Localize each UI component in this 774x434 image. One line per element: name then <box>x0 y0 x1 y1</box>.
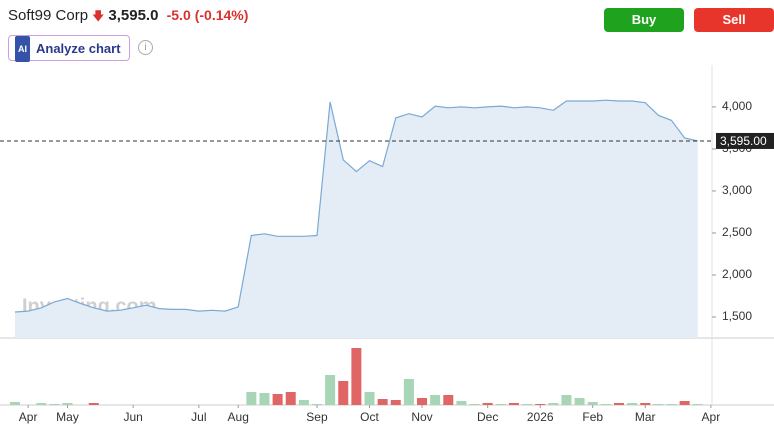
volume-bar <box>522 404 533 405</box>
volume-bar <box>285 392 296 405</box>
price-area <box>15 100 698 338</box>
sell-button[interactable]: Sell <box>694 8 774 32</box>
volume-bar <box>666 404 677 405</box>
quote-header: Soft99 Corp 🡇 3,595.0 -5.0 (-0.14%) <box>8 7 252 28</box>
volume-bar <box>325 375 336 405</box>
volume-bar <box>495 404 506 405</box>
volume-bar <box>351 348 362 405</box>
x-tick-label: 2026 <box>527 410 554 424</box>
volume-bar <box>377 399 388 405</box>
volume-bar <box>469 404 480 405</box>
down-arrow: 🡇 <box>92 9 105 23</box>
x-tick-label: Nov <box>411 410 432 424</box>
volume-bar <box>535 404 546 405</box>
price-line <box>14 99 698 313</box>
volume-bar <box>653 404 664 405</box>
y-tick-label: 4,000 <box>722 99 752 113</box>
volume-bar <box>390 400 401 405</box>
x-tick-label: Aug <box>228 410 249 424</box>
buy-button[interactable]: Buy <box>604 8 684 32</box>
x-tick-label: Feb <box>582 410 603 424</box>
volume-bar <box>338 381 349 405</box>
info-icon[interactable]: i <box>138 40 153 55</box>
x-tick-label: Apr <box>702 410 721 424</box>
volume-bar <box>10 402 20 405</box>
company-name: Soft99 Corp <box>8 7 89 24</box>
ai-icon: AI <box>15 36 30 62</box>
volume-bar <box>548 403 559 405</box>
volume-bar <box>456 401 467 405</box>
price: 3,595.0 <box>108 7 159 24</box>
volume-bar <box>692 404 703 405</box>
y-tick-label: 2,000 <box>722 267 752 281</box>
volume-bar <box>88 403 99 405</box>
volume-bar <box>640 403 651 405</box>
x-tick-label: Jul <box>191 410 206 424</box>
volume-bar <box>627 403 638 405</box>
x-tick-label: Apr <box>19 410 38 424</box>
y-tick-label: 1,500 <box>722 309 752 323</box>
volume-bar <box>36 403 47 405</box>
volume-bar <box>403 379 414 405</box>
x-tick-label: Dec <box>477 410 498 424</box>
change: -5.0 <box>166 7 191 23</box>
x-tick-label: Sep <box>306 410 328 424</box>
volume-bar <box>272 394 283 405</box>
x-tick-label: May <box>56 410 79 424</box>
volume-bar <box>482 403 493 405</box>
volume-bar <box>259 393 270 405</box>
volume-bar <box>311 404 322 405</box>
volume-bar <box>246 392 257 405</box>
volume-bar <box>298 400 309 405</box>
volume-bar <box>679 401 690 405</box>
volume-bar <box>364 392 375 405</box>
analyze-chart-button[interactable]: AI Analyze chart <box>8 35 130 62</box>
volume-bar <box>587 402 598 405</box>
x-tick-label: Mar <box>635 410 656 424</box>
volume-bar <box>443 395 454 405</box>
volume-bar <box>561 395 572 405</box>
volume-bar <box>62 403 73 405</box>
volume-bar <box>574 398 585 405</box>
volume-bar <box>600 404 611 405</box>
volume-bar <box>508 403 519 405</box>
last-price-label: 3,595.00 <box>720 134 767 148</box>
change-percent: (-0.14%) <box>194 7 249 23</box>
y-tick-label: 2,500 <box>722 225 752 239</box>
volume-bar <box>417 398 428 405</box>
last-price-box <box>716 132 774 149</box>
analyze-label: Analyze chart <box>36 41 121 56</box>
x-tick-label: Oct <box>360 410 379 424</box>
x-tick-label: Jun <box>123 410 142 424</box>
volume-bar <box>49 404 60 405</box>
volume-bar <box>430 395 441 405</box>
y-tick-label: 3,000 <box>722 183 752 197</box>
volume-bar <box>613 403 624 405</box>
